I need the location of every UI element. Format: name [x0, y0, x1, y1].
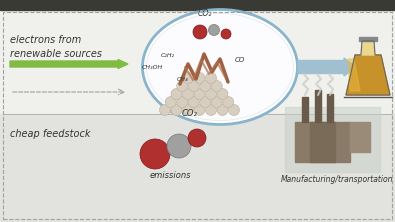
- Polygon shape: [348, 59, 360, 91]
- Circle shape: [140, 139, 170, 169]
- Circle shape: [177, 97, 188, 107]
- FancyArrow shape: [298, 58, 356, 76]
- Bar: [315, 90, 321, 122]
- Circle shape: [182, 105, 194, 115]
- Ellipse shape: [147, 14, 293, 121]
- Text: CO: CO: [235, 57, 245, 63]
- Text: CO₂: CO₂: [182, 109, 198, 118]
- Circle shape: [217, 105, 228, 115]
- Circle shape: [205, 105, 216, 115]
- Bar: [0, 114, 395, 222]
- Circle shape: [211, 81, 222, 91]
- Bar: [327, 94, 333, 122]
- Circle shape: [217, 89, 228, 99]
- Polygon shape: [346, 55, 390, 95]
- Bar: [359, 37, 377, 41]
- Circle shape: [223, 97, 234, 107]
- Bar: [0, 10, 395, 114]
- Text: electrons from
renewable sources: electrons from renewable sources: [10, 35, 102, 59]
- Circle shape: [167, 134, 191, 158]
- Circle shape: [177, 81, 188, 91]
- Circle shape: [165, 97, 176, 107]
- Bar: [310, 122, 335, 162]
- Circle shape: [228, 105, 239, 115]
- Text: emissions: emissions: [149, 172, 191, 180]
- Circle shape: [200, 81, 211, 91]
- Circle shape: [194, 89, 205, 99]
- Circle shape: [211, 97, 222, 107]
- Polygon shape: [361, 41, 375, 55]
- Bar: [350, 122, 370, 152]
- Circle shape: [182, 89, 194, 99]
- Circle shape: [171, 89, 182, 99]
- Circle shape: [221, 29, 231, 39]
- Circle shape: [194, 73, 205, 83]
- Bar: [302, 97, 308, 122]
- Circle shape: [188, 129, 206, 147]
- Ellipse shape: [143, 10, 297, 125]
- Circle shape: [193, 25, 207, 39]
- Circle shape: [160, 105, 171, 115]
- Circle shape: [194, 105, 205, 115]
- Circle shape: [188, 97, 199, 107]
- Circle shape: [188, 81, 199, 91]
- Text: CH₃OH: CH₃OH: [142, 65, 163, 69]
- Circle shape: [205, 73, 216, 83]
- Circle shape: [200, 97, 211, 107]
- Text: cheap feedstock: cheap feedstock: [10, 129, 90, 139]
- Text: CO₂: CO₂: [198, 9, 212, 18]
- Circle shape: [205, 89, 216, 99]
- Bar: [0, 0, 395, 10]
- Text: Manufacturing/transportation: Manufacturing/transportation: [281, 174, 393, 184]
- Text: CH₄: CH₄: [177, 77, 189, 81]
- Bar: [295, 122, 350, 162]
- Circle shape: [209, 24, 220, 36]
- Bar: [285, 107, 380, 172]
- Text: C₂H₂: C₂H₂: [161, 52, 175, 57]
- FancyArrow shape: [10, 59, 128, 69]
- Circle shape: [182, 73, 194, 83]
- Circle shape: [171, 105, 182, 115]
